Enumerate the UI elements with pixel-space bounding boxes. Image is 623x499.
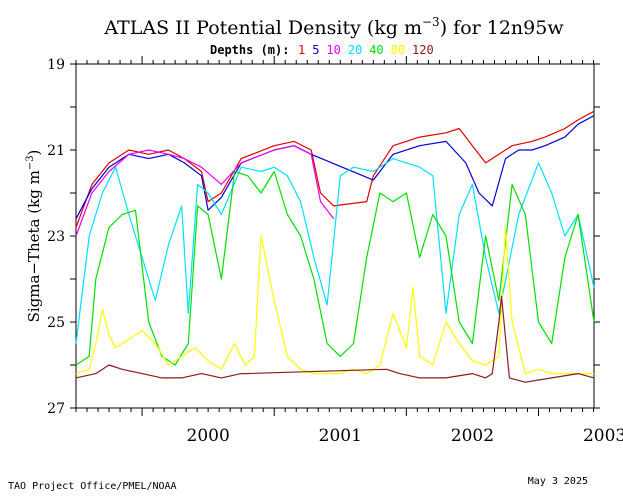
chart-title-main: ATLAS II Potential Density (kg m: [103, 17, 422, 39]
x-year-label: 2003: [583, 426, 623, 446]
legend-entry-120: 120: [412, 43, 434, 57]
series-line-120: [75, 295, 595, 383]
footer-credit: TAO Project Office/PMEL/NOAA: [8, 481, 177, 492]
legend-entry-10: 10: [326, 43, 340, 57]
legend-entry-1: 1: [298, 43, 305, 57]
y-tick-label: 21: [47, 143, 65, 159]
x-year-label: 2001: [319, 426, 362, 446]
y-axis-label-tail: ): [25, 150, 43, 156]
x-axis: 2000 2001 2002 2003: [75, 56, 623, 446]
y-tick-label: 25: [47, 315, 65, 331]
y-axis-label-main: Sigma−Theta (kg m: [25, 170, 43, 322]
series-line-1: [75, 110, 595, 228]
y-axis-label-exp: −3: [25, 155, 36, 170]
x-year-label: 2000: [187, 426, 230, 446]
legend: Depths (m): 1 5 10 20 40 80 120: [210, 43, 434, 57]
chart-title-tail: ) for 12n95w: [440, 17, 565, 39]
y-tick-label: 23: [47, 229, 65, 245]
series-line-20: [75, 158, 595, 344]
chart-title-exp: −3: [422, 15, 440, 29]
y-tick-label: 27: [47, 401, 65, 417]
plot-frame: [75, 63, 595, 409]
y-axis: 19 21 23 25 27: [47, 57, 600, 417]
footer-date: May 3 2025: [528, 476, 588, 487]
series-group: [75, 110, 595, 383]
y-tick-label: 19: [47, 57, 65, 73]
series-line-40: [75, 170, 595, 366]
chart-title: ATLAS II Potential Density (kg m−3) for …: [103, 15, 564, 39]
legend-entry-80: 80: [391, 43, 405, 57]
legend-label: Depths (m):: [210, 43, 289, 57]
legend-entry-20: 20: [348, 43, 362, 57]
series-line-5: [75, 115, 595, 220]
series-line-80: [75, 226, 594, 375]
legend-entry-40: 40: [369, 43, 383, 57]
x-year-label: 2002: [451, 426, 494, 446]
legend-entry-5: 5: [312, 43, 319, 57]
series-line-10: [75, 145, 335, 237]
y-axis-label: Sigma−Theta (kg m−3): [25, 150, 43, 323]
